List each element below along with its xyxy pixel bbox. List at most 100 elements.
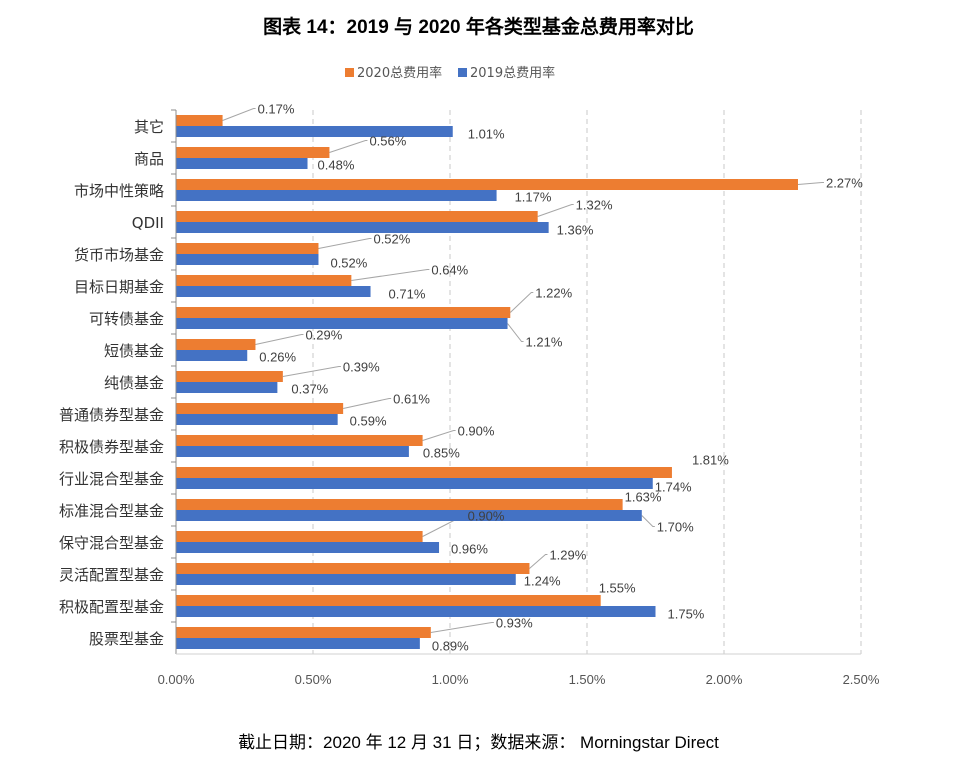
data-label-2020: 0.90%	[468, 509, 505, 524]
bar-2019	[176, 222, 549, 233]
bar-2019	[176, 254, 319, 265]
category-label: 股票型基金	[89, 630, 164, 648]
data-label-2019: 0.37%	[291, 382, 328, 397]
data-label-2019: 0.96%	[451, 542, 488, 557]
bar-2019	[176, 382, 278, 393]
bar-2020	[176, 211, 538, 222]
bar-2020	[176, 275, 352, 286]
category-label: QDII	[132, 214, 164, 232]
data-label-2019: 0.52%	[330, 256, 367, 271]
legend-label: 2020总费用率	[357, 65, 442, 81]
category-label: 货币市场基金	[74, 246, 164, 264]
leader-line	[422, 430, 456, 441]
bar-2019	[176, 126, 453, 137]
bar-2020	[176, 627, 431, 638]
x-tick-label: 0.00%	[158, 672, 195, 687]
leader-line	[430, 622, 494, 633]
x-tick-label: 0.50%	[295, 672, 332, 687]
bar-2020	[176, 499, 623, 510]
data-label-2020: 0.52%	[373, 232, 410, 247]
x-tick-label: 1.00%	[432, 672, 469, 687]
data-label-2020: 1.63%	[625, 490, 662, 505]
bar-2019	[176, 478, 653, 489]
x-tick-label: 2.00%	[706, 672, 743, 687]
data-label-2020: 0.61%	[393, 392, 430, 407]
category-label: 可转债基金	[89, 310, 164, 328]
data-label-2019: 1.21%	[526, 335, 563, 350]
leader-line	[343, 398, 392, 409]
bar-2019	[176, 606, 656, 617]
data-label-2019: 1.17%	[515, 190, 552, 205]
bar-2019	[176, 574, 516, 585]
bar-2019	[176, 414, 338, 425]
category-label: 行业混合型基金	[59, 470, 164, 488]
data-label-2020: 1.55%	[599, 581, 636, 596]
bar-2019	[176, 286, 371, 297]
data-label-2020: 0.56%	[369, 134, 406, 149]
category-label: 积极配置型基金	[59, 598, 164, 616]
category-label: 普通债券型基金	[59, 406, 164, 424]
category-label: 积极债券型基金	[59, 438, 164, 456]
bar-2020	[176, 115, 223, 126]
data-label-2019: 0.26%	[259, 350, 296, 365]
bar-2019	[176, 510, 642, 521]
bar-2020	[176, 435, 423, 446]
axes: 0.00% 0.50% 1.00% 1.50% 2.00% 2.50% 其它商品市场中性策略…	[59, 109, 880, 687]
data-label-2020: 2.27%	[826, 176, 863, 191]
bar-2020	[176, 179, 798, 190]
data-label-2019: 0.59%	[350, 414, 387, 429]
leader-line	[641, 515, 655, 527]
data-label-2019: 0.85%	[423, 446, 460, 461]
bar-2019	[176, 190, 497, 201]
legend-label: 2019总费用率	[470, 65, 555, 81]
bar-2019	[176, 318, 508, 329]
bar-2020	[176, 243, 319, 254]
footnote: 截止日期：2020 年 12 月 31 日；数据来源： Morningstar …	[238, 733, 719, 752]
data-label-2020: 0.39%	[343, 360, 380, 375]
bar-2020	[176, 339, 256, 350]
bar-2020	[176, 595, 601, 606]
bar-2020	[176, 371, 283, 382]
data-label-2019: 1.36%	[557, 223, 594, 238]
leader-line	[351, 269, 430, 281]
data-label-2020: 0.17%	[258, 102, 295, 117]
data-label-2019: 1.75%	[668, 607, 705, 622]
category-label: 标准混合型基金	[59, 502, 164, 520]
data-label-2020: 1.81%	[692, 453, 729, 468]
category-label: 灵活配置型基金	[59, 566, 164, 584]
category-label: 其它	[134, 118, 164, 136]
bar-2019	[176, 158, 308, 169]
data-label-2019: 1.74%	[655, 480, 692, 495]
data-label-2020: 1.29%	[549, 548, 586, 563]
category-label: 纯债基金	[104, 374, 164, 392]
category-label: 市场中性策略	[74, 182, 164, 200]
bar-2019	[176, 542, 440, 553]
x-tick-label: 1.50%	[569, 672, 606, 687]
leader-line	[282, 366, 341, 377]
leader-line	[329, 140, 368, 153]
bar-2019	[176, 446, 409, 457]
data-label-2020: 1.22%	[535, 286, 572, 301]
leader-line	[507, 323, 524, 342]
bar-2019	[176, 350, 248, 361]
bar-2020	[176, 147, 330, 158]
data-label-2020: 1.32%	[576, 198, 613, 213]
data-label-2020: 0.64%	[431, 263, 468, 278]
data-label-2019: 0.89%	[432, 639, 469, 654]
category-label: 短债基金	[104, 342, 164, 360]
data-label-2019: 1.01%	[468, 127, 505, 142]
bar-2020	[176, 467, 672, 478]
bar-2020	[176, 531, 423, 542]
leader-line	[509, 292, 534, 313]
data-label-2020: 0.29%	[305, 328, 342, 343]
data-label-2019: 0.71%	[389, 287, 426, 302]
legend-swatch	[345, 68, 354, 77]
data-label-2020: 0.93%	[496, 616, 533, 631]
data-label-2019: 1.70%	[657, 520, 694, 535]
legend-swatch	[458, 68, 467, 77]
data-labels: 0.17% 0.56% 2.27% 1.32% 0.52% 0.64% 1.22% 0.29%…	[258, 102, 864, 654]
bar-2020	[176, 403, 344, 414]
category-label: 商品	[134, 150, 164, 168]
